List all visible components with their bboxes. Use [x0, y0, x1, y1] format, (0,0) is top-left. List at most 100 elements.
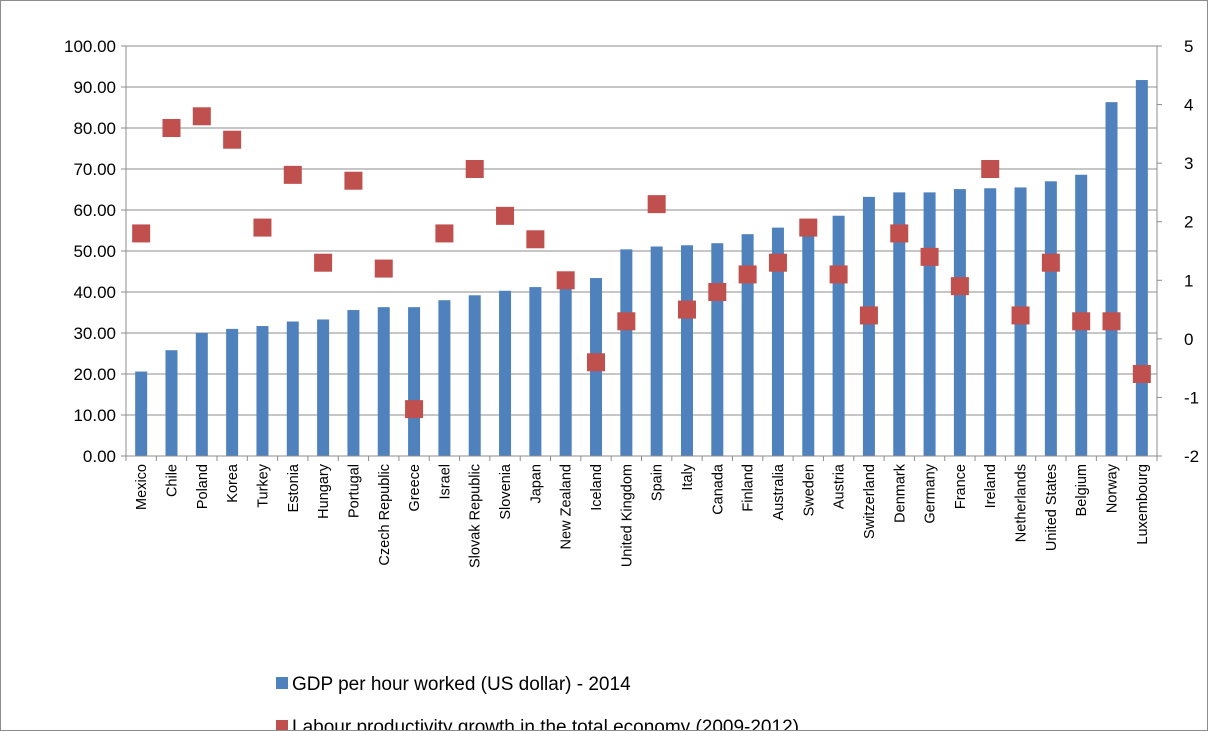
- bar: [286, 321, 299, 456]
- bar: [771, 227, 784, 456]
- scatter-point: [283, 165, 302, 184]
- category-label: Turkey: [255, 463, 271, 508]
- scatter-point: [738, 265, 757, 284]
- left-tick-label: 100.00: [64, 37, 116, 56]
- category-label: Israel: [437, 464, 453, 499]
- right-tick-label: -2: [1184, 447, 1199, 466]
- category-label: Greece: [407, 464, 423, 512]
- category-label: United Kingdom: [619, 464, 635, 567]
- bar: [559, 285, 572, 456]
- category-label: France: [953, 464, 969, 509]
- right-tick-label: 1: [1184, 271, 1193, 290]
- scatter-point: [253, 218, 272, 237]
- category-label: Slovenia: [498, 463, 514, 520]
- category-label: Portugal: [346, 464, 362, 518]
- bar: [923, 192, 936, 456]
- category-label: Netherlands: [1014, 464, 1030, 542]
- scatter-point: [890, 224, 909, 243]
- right-tick-label: 0: [1184, 330, 1193, 349]
- bar-series: [135, 80, 1148, 457]
- left-tick-label: 50.00: [73, 242, 116, 261]
- bar: [650, 246, 663, 456]
- left-tick-label: 70.00: [73, 160, 116, 179]
- bar: [195, 333, 208, 456]
- category-label: Spain: [650, 464, 666, 501]
- category-label: Hungary: [316, 463, 332, 519]
- bar: [347, 310, 360, 456]
- category-label: United States: [1044, 464, 1060, 551]
- category-label: Slovak Republic: [468, 464, 484, 568]
- category-label: Korea: [225, 463, 241, 503]
- category-label: Sweden: [801, 464, 817, 516]
- category-label: Estonia: [286, 463, 302, 512]
- scatter-point: [829, 265, 848, 284]
- legend-label-gdp: GDP per hour worked (US dollar) - 2014: [292, 674, 631, 695]
- right-axis-tick-labels: -2 -1 0 1 2 3 4 5: [1184, 37, 1199, 466]
- bar: [135, 371, 148, 456]
- axes: [125, 46, 1158, 461]
- scatter-point: [859, 306, 878, 325]
- bar: [680, 245, 693, 456]
- scatter-point: [981, 160, 1000, 178]
- right-tick-label: 2: [1184, 213, 1193, 232]
- gridlines: [121, 45, 1162, 457]
- scatter-point: [405, 400, 424, 419]
- scatter-point: [708, 283, 727, 301]
- left-tick-label: 60.00: [73, 201, 116, 220]
- category-label: Belgium: [1074, 464, 1090, 516]
- right-tick-label: 3: [1184, 154, 1193, 173]
- scatter-point: [587, 353, 606, 372]
- bar: [377, 307, 390, 456]
- scatter-point: [617, 312, 636, 331]
- category-label: Switzerland: [862, 464, 878, 539]
- scatter-point: [192, 107, 211, 126]
- legend-swatch-growth: [276, 720, 288, 730]
- left-axis-tick-labels: 0.00 10.00 20.00 30.00 40.00 50.00 60.00 70.00 8…: [64, 37, 116, 466]
- category-label: Poland: [195, 464, 211, 509]
- right-tick-label: 5: [1184, 37, 1193, 56]
- bar: [499, 290, 512, 456]
- category-label: Norway: [1105, 463, 1121, 513]
- bar: [408, 307, 421, 456]
- right-tick-label: 4: [1184, 96, 1193, 115]
- scatter-point: [132, 224, 151, 243]
- scatter-point: [647, 195, 666, 214]
- scatter-point: [920, 247, 939, 266]
- left-tick-label: 10.00: [73, 406, 116, 425]
- category-label: Denmark: [892, 463, 908, 523]
- category-label: Germany: [923, 463, 939, 523]
- bar: [620, 249, 633, 456]
- left-tick-label: 90.00: [73, 78, 116, 97]
- category-label: Italy: [680, 463, 696, 490]
- category-label: Canada: [710, 463, 726, 515]
- bar: [1135, 80, 1148, 456]
- category-label: Australia: [771, 463, 787, 520]
- scatter-point: [677, 300, 696, 319]
- scatter-point: [223, 130, 242, 149]
- bar: [711, 243, 724, 456]
- bar: [468, 295, 481, 456]
- left-tick-label: 40.00: [73, 283, 116, 302]
- scatter-point: [768, 253, 787, 272]
- category-label: New Zealand: [559, 464, 575, 549]
- bar: [1105, 102, 1118, 457]
- category-label: Finland: [741, 464, 757, 512]
- bar: [893, 192, 906, 456]
- category-label: Austria: [832, 463, 848, 509]
- category-label: Czech Republic: [377, 464, 393, 566]
- category-label: Chile: [164, 464, 180, 497]
- scatter-point: [435, 224, 454, 243]
- scatter-point: [496, 206, 515, 225]
- scatter-point: [465, 160, 484, 178]
- scatter-point: [162, 119, 181, 137]
- legend-label-growth: Labour productivity growth in the total …: [292, 717, 799, 730]
- left-tick-label: 20.00: [73, 365, 116, 384]
- category-label: Iceland: [589, 464, 605, 511]
- scatter-point: [1132, 365, 1151, 383]
- bar: [529, 287, 542, 456]
- right-tick-label: -1: [1184, 388, 1199, 407]
- bar: [802, 225, 815, 456]
- scatter-point: [950, 277, 969, 296]
